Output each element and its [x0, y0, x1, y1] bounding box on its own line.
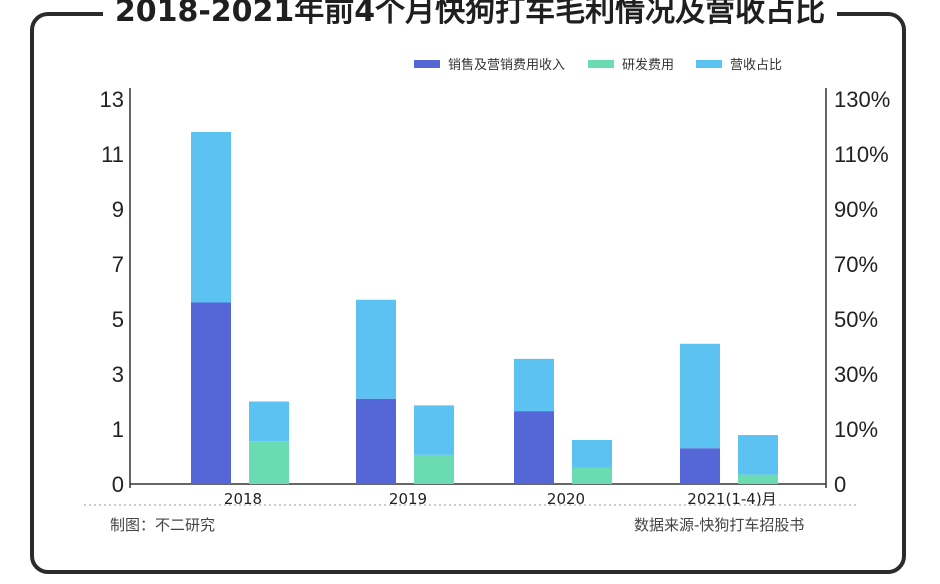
credit-left: 制图：不二研究 — [110, 516, 216, 534]
bar-sales — [191, 302, 231, 484]
legend-label-rnd: 研发费用 — [622, 58, 675, 73]
bar-share-b — [414, 405, 454, 455]
bar-share-a — [514, 358, 554, 412]
bar-rnd — [738, 474, 778, 484]
bar-sales — [356, 398, 396, 484]
legend-swatch-sales — [414, 59, 440, 68]
bar-sales — [514, 411, 554, 484]
legend-label-sales: 销售及营销费用收入 — [448, 58, 566, 73]
bar-rnd — [414, 454, 454, 484]
y-right-tick-label: 0 — [834, 472, 846, 497]
y-right-tick-label: 70% — [834, 252, 878, 277]
bar-share-b — [249, 401, 289, 442]
y-left-tick-label: 9 — [112, 197, 124, 222]
y-left-tick-label: 13 — [100, 87, 124, 112]
legend-label-share: 营收占比 — [730, 58, 783, 73]
bar-share-b — [738, 435, 778, 475]
legend-item-sales: 销售及营销费用收入 — [414, 54, 565, 73]
y-right-tick-label: 130% — [834, 87, 890, 112]
y-left-tick-label: 1 — [112, 417, 124, 442]
y-right-tick-label: 110% — [834, 142, 889, 167]
x-tick-label: 2020 — [547, 490, 585, 508]
bar-share-a — [680, 343, 720, 449]
legend-item-rnd: 研发费用 — [588, 54, 674, 73]
y-left-tick-label: 5 — [112, 307, 124, 332]
credit-right: 数据来源-快狗打车招股书 — [634, 516, 805, 534]
y-right-tick-label: 30% — [834, 362, 878, 387]
bar-sales — [680, 448, 720, 484]
y-right-tick-label: 50% — [834, 307, 878, 332]
bar-share-a — [191, 132, 231, 303]
x-tick-label: 2019 — [389, 490, 427, 508]
legend-swatch-share — [696, 59, 722, 68]
bar-share-a — [356, 299, 396, 399]
bar-rnd — [249, 441, 289, 484]
chart-title: 2018-2021年前4个月快狗打车毛利情况及营收占比 — [0, 0, 940, 30]
y-right-tick-label: 10% — [834, 417, 878, 442]
legend-swatch-rnd — [588, 59, 614, 68]
y-right-tick-label: 90% — [834, 197, 878, 222]
legend-item-share: 营收占比 — [696, 54, 782, 73]
x-tick-label: 2021(1-4)月 — [687, 490, 776, 508]
y-left-tick-label: 3 — [112, 362, 124, 387]
x-tick-label: 2018 — [224, 490, 262, 508]
chart-title-text: 2018-2021年前4个月快狗打车毛利情况及营收占比 — [102, 0, 838, 29]
bar-share-b — [572, 440, 612, 468]
y-left-tick-label: 0 — [112, 472, 124, 497]
bar-rnd — [572, 467, 612, 484]
y-left-tick-label: 7 — [112, 252, 124, 277]
y-left-tick-label: 11 — [101, 142, 124, 167]
